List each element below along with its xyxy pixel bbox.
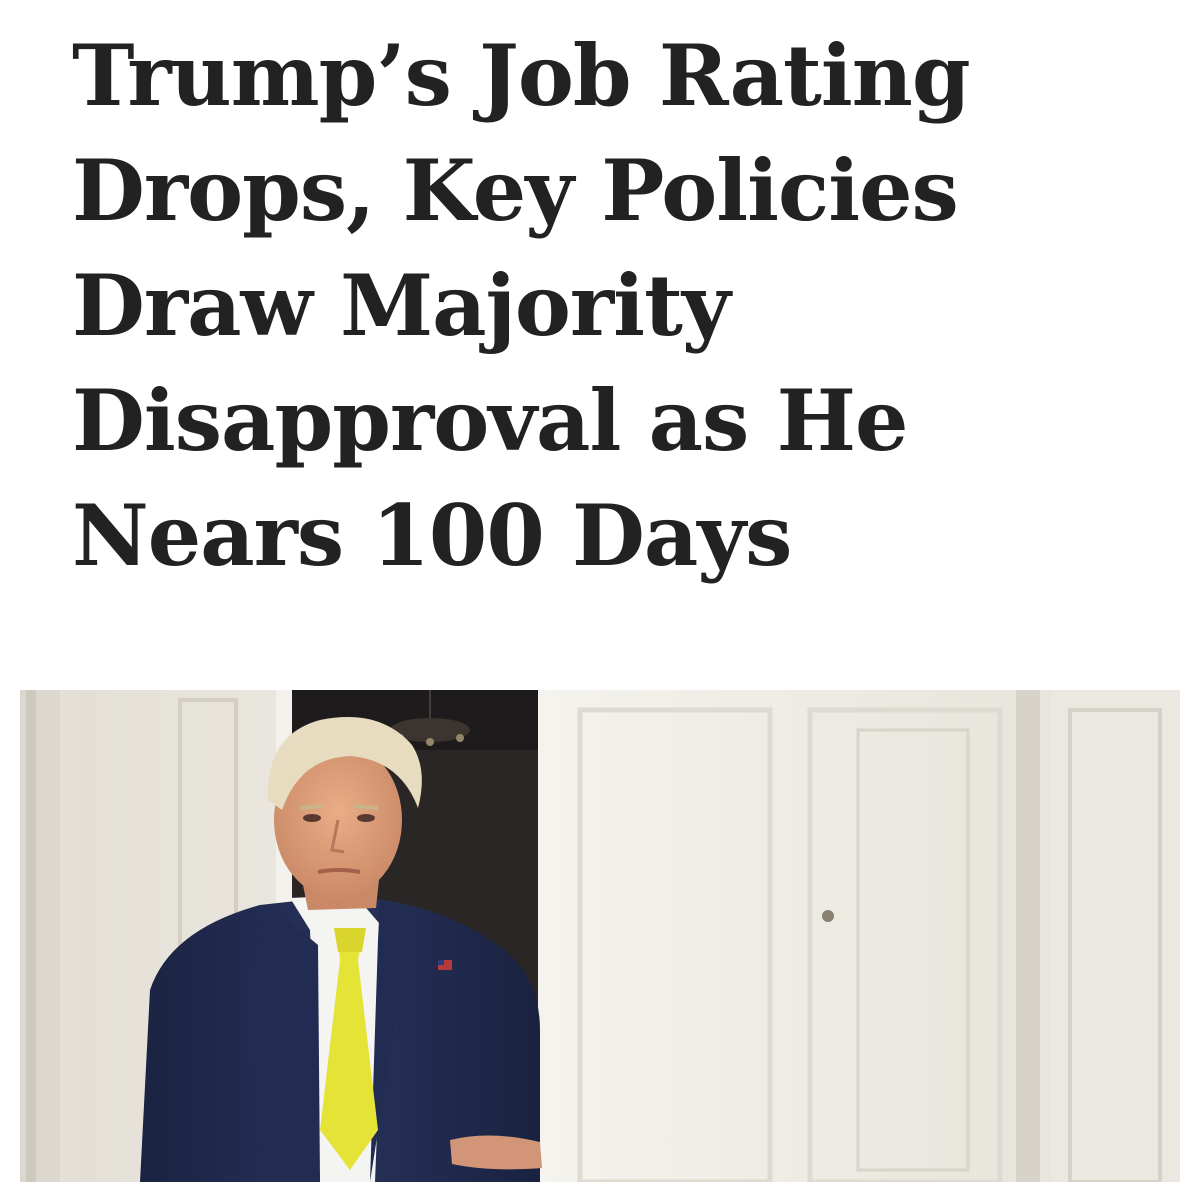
hair <box>267 717 422 810</box>
hand <box>450 1135 542 1170</box>
article-photo <box>20 690 1180 1182</box>
photo-illustration <box>20 690 1180 1182</box>
tie <box>320 940 378 1170</box>
headline-line-1: Trump’s Job Rating <box>72 26 971 125</box>
flag-pin-icon <box>438 960 452 970</box>
door-panel <box>556 690 1016 1182</box>
headline-line-4: Disapproval as He <box>72 371 908 470</box>
door-knob-icon <box>822 910 834 922</box>
article-headline: Trump’s Job Rating Drops, Key Policies D… <box>72 18 1152 593</box>
person-figure <box>140 717 542 1182</box>
headline-line-3: Draw Majority <box>72 256 731 355</box>
headline-line-5: Nears 100 Days <box>72 486 792 585</box>
headline-line-2: Drops, Key Policies <box>72 141 959 240</box>
